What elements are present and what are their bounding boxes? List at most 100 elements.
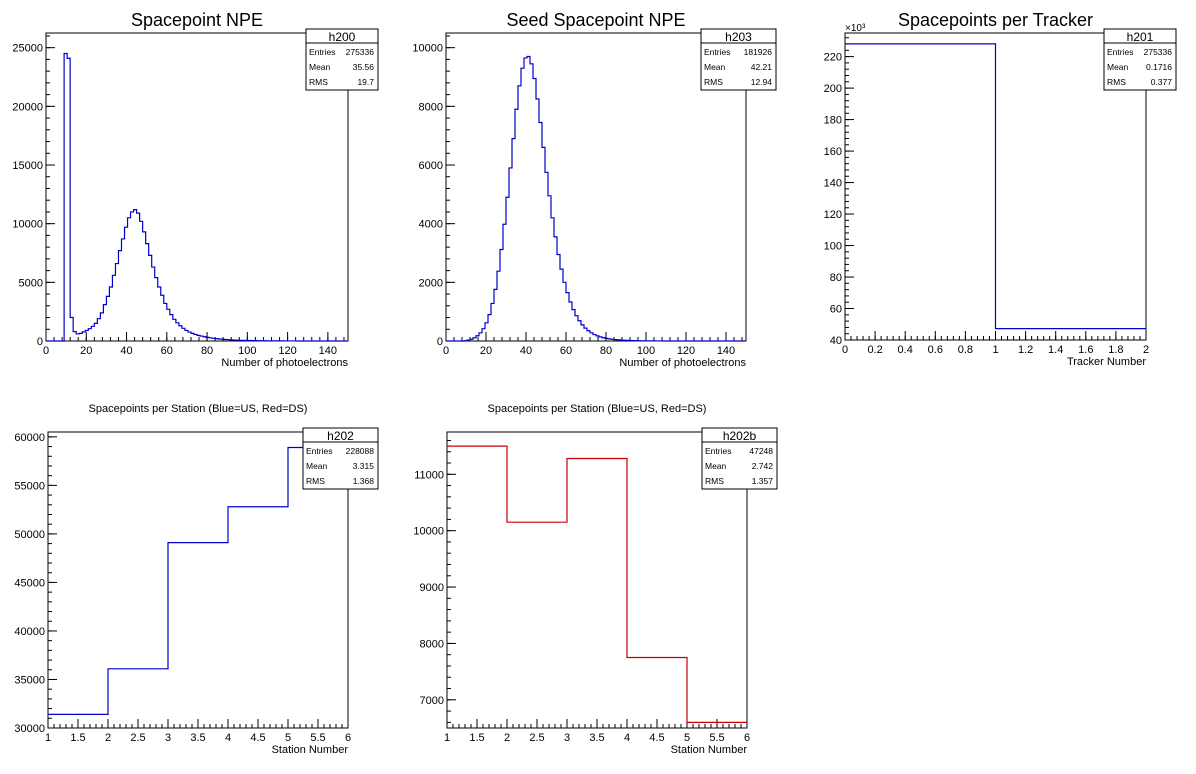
stats-box-name: h200 — [329, 30, 356, 44]
x-tick-label: 120 — [677, 345, 695, 357]
chart-title: Spacepoints per Station (Blue=US, Red=DS… — [488, 403, 707, 415]
y-tick-label: 10000 — [412, 43, 443, 55]
stats-key: RMS — [704, 77, 723, 87]
stats-key: Mean — [705, 461, 727, 471]
chart-title: Spacepoint NPE — [131, 10, 263, 30]
chart-title: Spacepoints per Tracker — [898, 10, 1093, 30]
y-tick-label: 6000 — [419, 160, 443, 172]
x-tick-label: 1.2 — [1018, 344, 1033, 356]
x-tick-label: 1.6 — [1078, 344, 1093, 356]
stats-key: Mean — [1107, 62, 1129, 72]
x-tick-label: 0 — [443, 345, 449, 357]
stats-value: 2.742 — [752, 461, 774, 471]
y-tick-label: 55000 — [14, 480, 45, 492]
y-tick-label: 2000 — [419, 277, 443, 289]
y-tick-label: 25000 — [12, 43, 43, 55]
stats-box-name: h203 — [725, 30, 752, 44]
x-tick-label: 2.5 — [529, 732, 544, 744]
y-tick-label: 60000 — [14, 432, 45, 444]
x-tick-label: 2 — [504, 732, 510, 744]
x-tick-label: 0.8 — [958, 344, 973, 356]
stats-box: h202 Entries 228088 Mean 3.315 RMS 1.368 — [302, 427, 379, 490]
histogram-series-1 — [446, 55, 746, 342]
x-tick-label: 0.6 — [928, 344, 943, 356]
chart-pad-5: Spacepoints per Station (Blue=US, Red=DS… — [413, 403, 778, 756]
x-tick-label: 4 — [624, 732, 630, 744]
x-tick-label: 0.2 — [867, 344, 882, 356]
y-tick-label: 10000 — [413, 526, 444, 538]
y-tick-label: 9000 — [420, 582, 444, 594]
x-tick-label: 6 — [345, 732, 351, 744]
y-tick-label: 0 — [437, 336, 443, 348]
stats-value: 1.368 — [353, 476, 375, 486]
stats-value: 275336 — [1144, 47, 1173, 57]
y-tick-label: 11000 — [414, 469, 444, 481]
x-axis-label: Station Number — [272, 744, 349, 756]
stats-box-border — [700, 28, 777, 91]
y-tick-label: 10000 — [12, 219, 43, 231]
stats-box-border — [701, 427, 778, 490]
x-tick-label: 80 — [600, 345, 612, 357]
x-tick-label: 1 — [992, 344, 998, 356]
stats-box-name: h201 — [1127, 30, 1154, 44]
stats-key: Entries — [306, 446, 332, 456]
stats-key: Mean — [309, 62, 331, 72]
x-axis-label: Station Number — [671, 744, 748, 756]
stats-key: RMS — [309, 77, 328, 87]
histogram-series-1 — [447, 445, 747, 723]
y-axis-multiplier: ×10³ — [845, 23, 866, 34]
x-axis-label: Number of photoelectrons — [221, 357, 348, 369]
x-axis-label: Tracker Number — [1067, 356, 1146, 368]
stats-value: 19.7 — [357, 77, 374, 87]
x-tick-label: 100 — [637, 345, 655, 357]
y-tick-label: 60 — [830, 304, 842, 316]
x-tick-label: 100 — [238, 345, 256, 357]
y-tick-label: 0 — [37, 336, 43, 348]
stats-value: 181926 — [744, 47, 773, 57]
stats-key: Mean — [704, 62, 726, 72]
stats-value: 1.357 — [752, 476, 774, 486]
y-tick-label: 120 — [824, 209, 842, 221]
x-tick-label: 1.5 — [70, 732, 85, 744]
histogram-series-1 — [46, 52, 348, 342]
stats-box-border — [302, 427, 379, 490]
stats-box: h202b Entries 47248 Mean 2.742 RMS 1.357 — [701, 427, 778, 490]
stats-value: 47248 — [749, 446, 773, 456]
y-tick-label: 5000 — [19, 277, 43, 289]
y-tick-label: 160 — [824, 146, 842, 158]
x-tick-label: 5.5 — [709, 732, 724, 744]
y-tick-label: 4000 — [419, 219, 443, 231]
y-tick-label: 45000 — [14, 577, 45, 589]
x-tick-label: 140 — [319, 345, 337, 357]
y-tick-label: 7000 — [420, 695, 444, 707]
x-tick-label: 4.5 — [250, 732, 265, 744]
chart-pad-2: Seed Spacepoint NPE 0 20 40 60 80 100 120 140 0 20… — [412, 10, 777, 369]
y-tick-label: 140 — [824, 178, 842, 190]
stats-value: 12.94 — [751, 77, 773, 87]
stats-value: 42.21 — [751, 62, 773, 72]
x-tick-label: 3 — [564, 732, 570, 744]
stats-box: h201 Entries 275336 Mean 0.1716 RMS 0.377 — [1103, 28, 1177, 91]
x-tick-label: 3 — [165, 732, 171, 744]
x-axis-label: Number of photoelectrons — [619, 357, 746, 369]
stats-value: 228088 — [346, 446, 375, 456]
x-tick-label: 20 — [480, 345, 492, 357]
x-tick-label: 1 — [444, 732, 450, 744]
y-tick-label: 8000 — [419, 101, 443, 113]
stats-box: h203 Entries 181926 Mean 42.21 RMS 12.94 — [700, 28, 777, 91]
x-tick-label: 1 — [45, 732, 51, 744]
stats-box-name: h202 — [327, 429, 354, 443]
stats-value: 0.377 — [1151, 77, 1173, 87]
stats-box-border — [1103, 28, 1177, 91]
stats-box-name: h202b — [723, 429, 757, 443]
stats-key: Entries — [1107, 47, 1133, 57]
y-tick-label: 50000 — [14, 529, 45, 541]
y-tick-label: 200 — [824, 83, 842, 95]
x-tick-label: 60 — [560, 345, 572, 357]
x-tick-label: 1.4 — [1048, 344, 1063, 356]
x-tick-label: 80 — [201, 345, 213, 357]
stats-box-border — [305, 28, 379, 91]
x-tick-label: 2 — [105, 732, 111, 744]
y-tick-label: 15000 — [12, 160, 43, 172]
